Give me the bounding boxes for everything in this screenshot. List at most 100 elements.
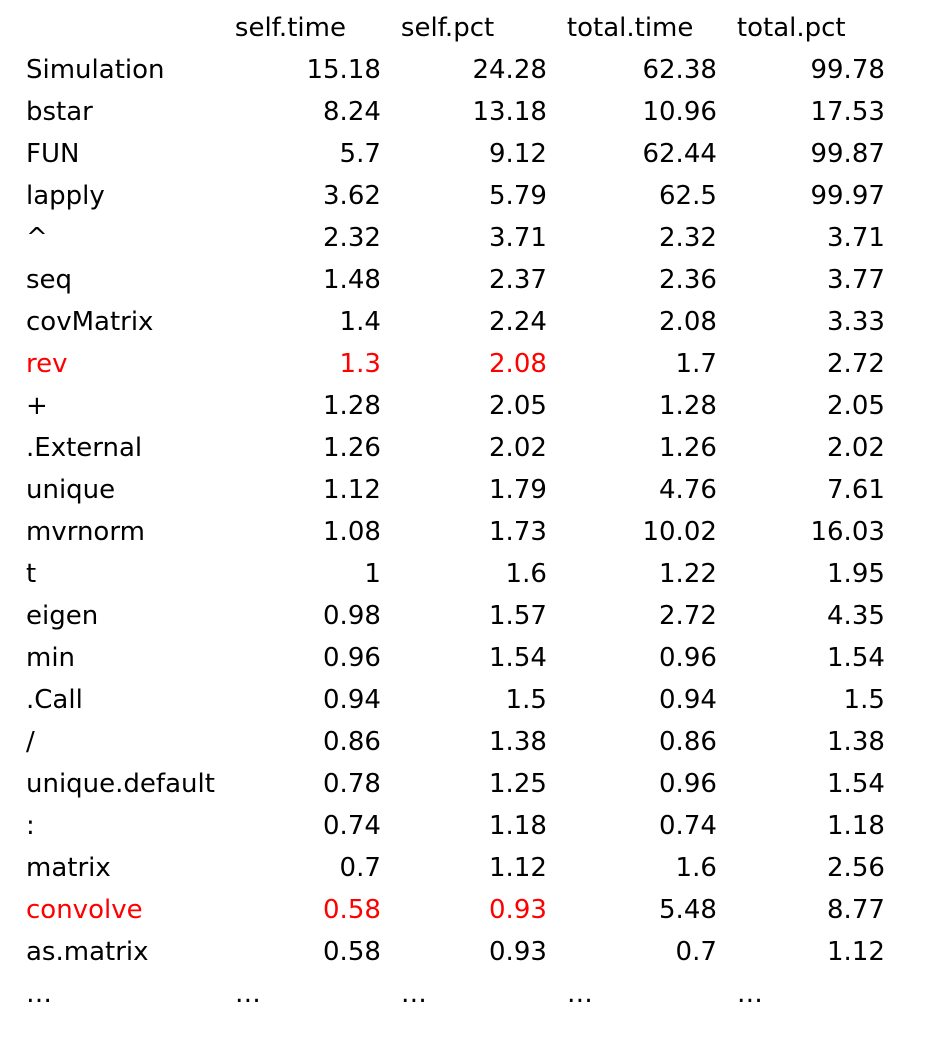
table-row: covMatrix 1.4 2.24 2.08 3.33 [16,301,895,343]
cell-self-pct: 2.02 [489,433,547,463]
cell-total-time: 0.74 [659,811,717,841]
cell-function-name: mvrnorm [26,517,145,547]
cell-total-pct: 3.71 [827,223,885,253]
cell-total-pct: 1.5 [843,685,885,715]
cell-function-name: as.matrix [26,937,149,967]
cell-self-pct: 1.18 [489,811,547,841]
cell-total-pct: 7.61 [827,475,885,505]
cell-function-name: bstar [26,97,93,127]
cell-self-time: 0.86 [323,727,381,757]
header-self-time: self.time [234,13,346,43]
cell-function-name: lapply [26,181,105,211]
cell-self-time: 0.58 [323,895,381,925]
cell-self-pct: 1.73 [489,517,547,547]
cell-self-time: 3.62 [323,181,381,211]
cell-function-name: .Call [26,685,83,715]
cell-total-pct: 99.87 [810,139,885,169]
table-row: mvrnorm 1.08 1.73 10.02 16.03 [16,511,895,553]
table-row: FUN 5.7 9.12 62.44 99.87 [16,133,895,175]
ellipsis-cell: … [566,979,593,1009]
cell-function-name: seq [26,265,73,295]
cell-total-pct: 99.97 [810,181,885,211]
cell-total-time: 2.72 [659,601,717,631]
cell-function-name: : [26,811,35,841]
ellipsis-cell: … [26,979,52,1009]
cell-self-time: 1.26 [323,433,381,463]
cell-self-pct: 9.12 [489,139,547,169]
ellipsis-cell: … [736,979,763,1009]
cell-total-time: 1.28 [659,391,717,421]
cell-self-pct: 1.38 [489,727,547,757]
cell-function-name: FUN [26,139,80,169]
cell-total-pct: 3.33 [827,307,885,337]
cell-total-time: 0.96 [659,643,717,673]
table-row: +1.28 2.05 1.28 2.05 [16,385,895,427]
cell-total-time: 1.6 [675,853,717,883]
cell-total-time: 1.22 [659,559,717,589]
cell-total-time: 10.02 [642,517,717,547]
cell-total-pct: 2.02 [827,433,885,463]
cell-self-pct: 0.93 [489,895,547,925]
cell-function-name: + [26,391,48,421]
table-row: unique 1.12 1.79 4.76 7.61 [16,469,895,511]
table-header: self.time self.pct total.time total.pct [16,7,895,49]
cell-self-pct: 2.24 [489,307,547,337]
cell-total-pct: 16.03 [810,517,885,547]
profile-table: self.time self.pct total.time total.pct … [16,7,895,1015]
cell-function-name: rev [26,349,68,379]
cell-total-time: 2.36 [659,265,717,295]
cell-total-time: 1.7 [675,349,717,379]
table-row: seq 1.48 2.37 2.36 3.77 [16,259,895,301]
cell-self-time: 0.94 [323,685,381,715]
cell-total-time: 0.86 [659,727,717,757]
cell-self-pct: 2.37 [489,265,547,295]
table-row: .External 1.26 2.02 1.26 2.02 [16,427,895,469]
cell-self-time: 1.08 [323,517,381,547]
cell-self-pct: 3.71 [489,223,547,253]
header-self-pct: self.pct [400,13,495,43]
cell-total-time: 5.48 [659,895,717,925]
table-row: Simulation 15.18 24.28 62.38 99.78 [16,49,895,91]
cell-total-pct: 17.53 [810,97,885,127]
cell-self-time: 15.18 [306,55,381,85]
cell-self-time: 0.98 [323,601,381,631]
cell-total-pct: 1.38 [827,727,885,757]
cell-total-time: 4.76 [659,475,717,505]
cell-self-pct: 1.6 [505,559,547,589]
table-row: ^ 2.32 3.71 2.32 3.71 [16,217,895,259]
table-row: lapply 3.62 5.79 62.5 99.97 [16,175,895,217]
cell-self-time: 2.32 [323,223,381,253]
cell-total-time: 0.7 [675,937,717,967]
cell-self-time: 1.48 [323,265,381,295]
ellipsis-cell: … [400,979,427,1009]
table-row: t 1 1.6 1.22 1.95 [16,553,895,595]
cell-total-pct: 1.54 [827,769,885,799]
cell-self-pct: 1.5 [505,685,547,715]
table-row: .Call 0.94 1.5 0.94 1.5 [16,679,895,721]
cell-total-pct: 2.05 [827,391,885,421]
cell-total-pct: 1.54 [827,643,885,673]
cell-self-time: 5.7 [339,139,381,169]
cell-total-time: 62.44 [642,139,717,169]
cell-self-pct: 13.18 [472,97,547,127]
header-total-time: total.time [566,13,694,43]
cell-total-pct: 99.78 [810,55,885,85]
cell-self-pct: 2.05 [489,391,547,421]
cell-self-time: 1.12 [323,475,381,505]
cell-total-pct: 1.12 [827,937,885,967]
table-row: : 0.74 1.18 0.74 1.18 [16,805,895,847]
header-row: self.time self.pct total.time total.pct [16,7,895,49]
cell-total-pct: 2.72 [827,349,885,379]
cell-self-pct: 0.93 [489,937,547,967]
cell-function-name: t [26,559,37,589]
cell-self-time: 0.58 [323,937,381,967]
cell-self-time: 0.74 [323,811,381,841]
table-body: Simulation 15.18 24.28 62.38 99.78 bstar 8.24 1… [16,49,895,1015]
cell-self-pct: 1.54 [489,643,547,673]
cell-self-time: 1 [364,559,381,589]
cell-self-time: 0.7 [339,853,381,883]
cell-function-name: unique.default [26,769,215,799]
cell-total-pct: 4.35 [827,601,885,631]
cell-total-pct: 1.95 [827,559,885,589]
cell-total-time: 1.26 [659,433,717,463]
